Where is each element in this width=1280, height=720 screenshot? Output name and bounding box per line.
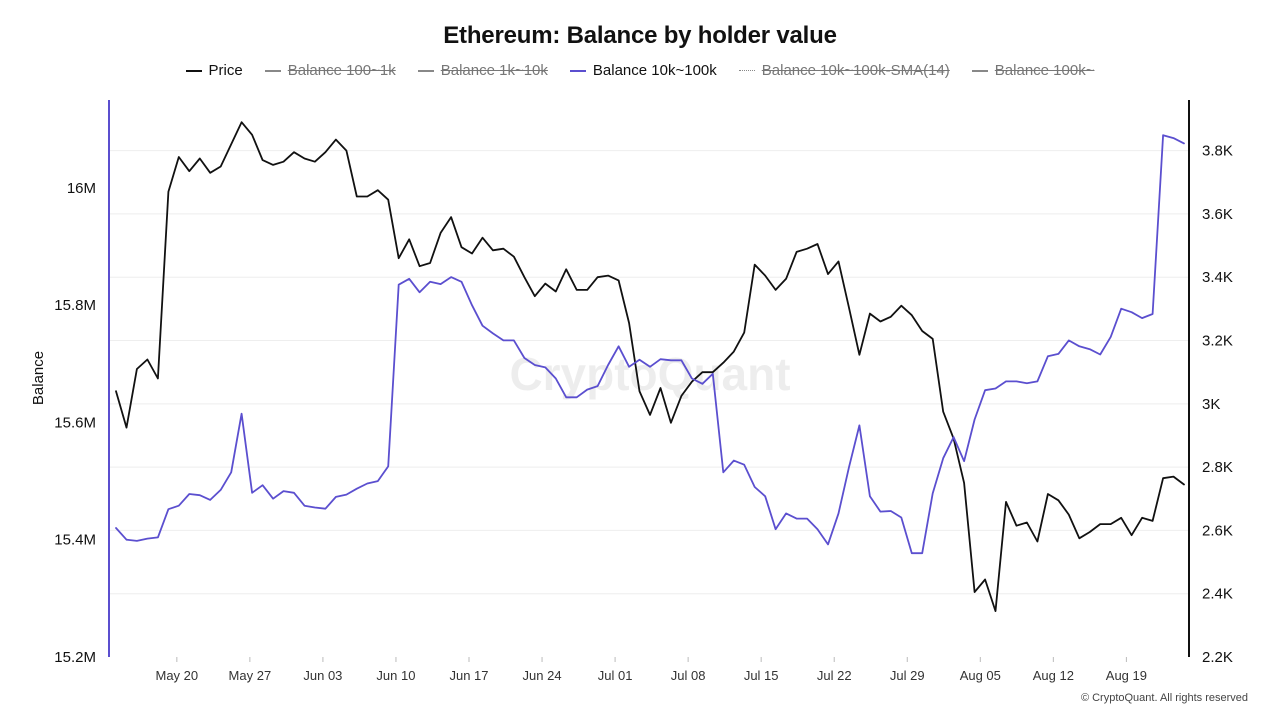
right-tick-label: 3.4K — [1202, 269, 1233, 286]
left-axis-label: Balance — [30, 351, 47, 405]
x-tick-label: Jun 03 — [303, 668, 342, 683]
legend-item-5[interactable]: Balance 100k~ — [971, 62, 1095, 79]
x-tick-label: Aug 12 — [1033, 668, 1074, 683]
chart-legend: Price Balance 100~1k Balance 1k~10k Balance… — [0, 62, 1280, 79]
x-tick-label: Jul 01 — [598, 668, 633, 683]
legend-item-1[interactable]: Balance 100~1k — [264, 62, 396, 79]
chart-title: Ethereum: Balance by holder value — [443, 22, 837, 49]
x-tick-label: May 27 — [229, 668, 272, 683]
x-tick-label: Jul 22 — [817, 668, 852, 683]
x-tick-label: May 20 — [156, 668, 199, 683]
legend-item-4[interactable]: Balance 10k~100k-SMA(14) — [738, 62, 950, 79]
legend-swatch — [185, 69, 202, 72]
copyright-notice: © CryptoQuant. All rights reserved — [1080, 692, 1248, 704]
legend-label: Price — [208, 62, 243, 79]
legend-label: Balance 100k~ — [994, 62, 1095, 79]
x-tick-label: Jun 17 — [449, 668, 488, 683]
legend-swatch — [417, 69, 434, 72]
legend-label: Balance 100~1k — [287, 62, 396, 79]
right-tick-label: 2.6K — [1202, 522, 1233, 539]
legend-item-3[interactable]: Balance 10k~100k — [569, 62, 717, 79]
legend-swatch — [264, 69, 281, 72]
x-tick-label: Jun 10 — [376, 668, 415, 683]
left-tick-label: 16M — [67, 180, 96, 197]
legend-swatch — [971, 69, 988, 72]
legend-label: Balance 10k~100k — [592, 62, 717, 79]
right-tick-label: 3.8K — [1202, 143, 1233, 160]
right-tick-label: 3.2K — [1202, 333, 1233, 350]
x-tick-label: Jul 15 — [744, 668, 779, 683]
right-tick-label: 2.4K — [1202, 586, 1233, 603]
right-tick-label: 2.8K — [1202, 459, 1233, 476]
x-tick-label: Aug 05 — [960, 668, 1001, 683]
x-tick-label: Jul 29 — [890, 668, 925, 683]
watermark: CryptoQuant — [509, 348, 790, 400]
left-tick-label: 15.2M — [54, 649, 96, 666]
series-line-balance-10k-100k — [115, 134, 1185, 555]
right-tick-label: 2.2K — [1202, 649, 1233, 666]
legend-item-2[interactable]: Balance 1k~10k — [417, 62, 548, 79]
x-tick-label: Jul 08 — [671, 668, 706, 683]
left-tick-label: 15.4M — [54, 532, 96, 549]
legend-swatch — [738, 70, 755, 71]
left-tick-label: 15.8M — [54, 297, 96, 314]
x-tick-label: Aug 19 — [1106, 668, 1147, 683]
legend-swatch — [569, 69, 586, 72]
left-tick-label: 15.6M — [54, 414, 96, 431]
x-tick-label: Jun 24 — [523, 668, 562, 683]
legend-label: Balance 1k~10k — [440, 62, 548, 79]
legend-label: Balance 10k~100k-SMA(14) — [761, 62, 950, 79]
right-tick-label: 3.6K — [1202, 206, 1233, 223]
legend-item-0[interactable]: Price — [185, 62, 243, 79]
series-line-price — [115, 121, 1185, 612]
right-tick-label: 3K — [1202, 396, 1220, 413]
